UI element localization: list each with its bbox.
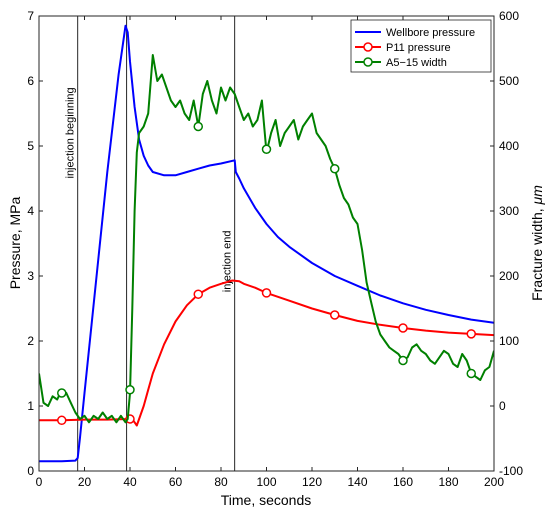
x-tick-label: 80 — [214, 475, 228, 489]
y-left-tick-label: 1 — [27, 399, 34, 413]
series-marker-2 — [193, 121, 203, 132]
series-marker-2 — [330, 164, 340, 174]
series-marker-2 — [398, 355, 408, 366]
x-tick-label: 20 — [78, 475, 92, 489]
x-tick-label: 40 — [123, 475, 137, 489]
series-line-0 — [39, 24, 494, 463]
y-axis-left: 0 1 2 3 4 5 6 7 — [27, 9, 43, 478]
y-right-tick-label: -100 — [499, 464, 523, 478]
legend-marker-p11 — [363, 42, 373, 52]
series-marker-1 — [193, 289, 203, 299]
x-tick-label: 120 — [302, 475, 322, 489]
y-left-tick-label: 0 — [27, 464, 34, 478]
series-marker-2 — [466, 368, 476, 379]
y-left-tick-label: 2 — [27, 334, 34, 348]
y-left-tick-label: 7 — [27, 9, 34, 23]
legend-marker-a5-width — [363, 57, 373, 67]
series-marker-1 — [261, 288, 272, 298]
series-marker-1 — [330, 310, 340, 320]
y-right-tick-label: 300 — [499, 204, 519, 218]
series-marker-1 — [466, 329, 476, 339]
series-marker-2 — [57, 388, 67, 398]
series-marker-1 — [57, 415, 67, 426]
series-layer — [39, 24, 494, 463]
y-left-tick-label: 6 — [27, 74, 34, 88]
marker-lines: injection beginning injection end — [65, 16, 236, 471]
legend-label-a5-width: A5−15 width — [386, 57, 447, 69]
y-axis-right-label-text: Fracture width, — [529, 204, 545, 300]
y-axis-right-label: Fracture width, μm — [529, 185, 545, 301]
y-left-tick-label: 3 — [27, 269, 34, 283]
y-axis-right-label-unit: μm — [529, 185, 545, 206]
x-tick-label: 0 — [36, 475, 43, 489]
y-right-tick-label: 500 — [499, 74, 519, 88]
y-right-tick-label: 100 — [499, 334, 519, 348]
y-axis-left-label: Pressure, MPa — [7, 196, 23, 289]
y-left-tick-label: 4 — [27, 204, 34, 218]
event-line-label: injection beginning — [65, 87, 77, 178]
y-right-tick-label: 600 — [499, 9, 519, 23]
y-right-tick-label: 200 — [499, 269, 519, 283]
x-tick-label: 60 — [169, 475, 183, 489]
series-marker-1 — [398, 323, 408, 333]
x-tick-label: 140 — [347, 475, 367, 489]
x-tick-label: 200 — [484, 475, 504, 489]
legend-label-wellbore: Wellbore pressure — [386, 27, 475, 39]
series-marker-2 — [125, 385, 135, 395]
plot-area — [39, 16, 494, 471]
x-tick-label: 180 — [438, 475, 458, 489]
y-right-tick-label: 400 — [499, 139, 519, 153]
x-tick-label: 100 — [256, 475, 276, 489]
series-marker-2 — [261, 144, 272, 154]
series-line-2 — [39, 54, 494, 424]
x-axis: 0 20 40 60 80 100 120 140 160 180 200 — [36, 16, 504, 489]
y-left-tick-label: 5 — [27, 139, 34, 153]
event-line-label: injection end — [222, 230, 234, 292]
y-axis-right: -100 0 100 200 300 400 500 600 — [490, 9, 523, 478]
x-axis-label: Time, seconds — [221, 492, 312, 508]
legend-label-p11: P11 pressure — [386, 42, 451, 54]
legend: Wellbore pressure P11 pressure A5−15 wid… — [350, 19, 492, 73]
x-tick-label: 160 — [393, 475, 413, 489]
y-right-tick-label: 0 — [499, 399, 506, 413]
